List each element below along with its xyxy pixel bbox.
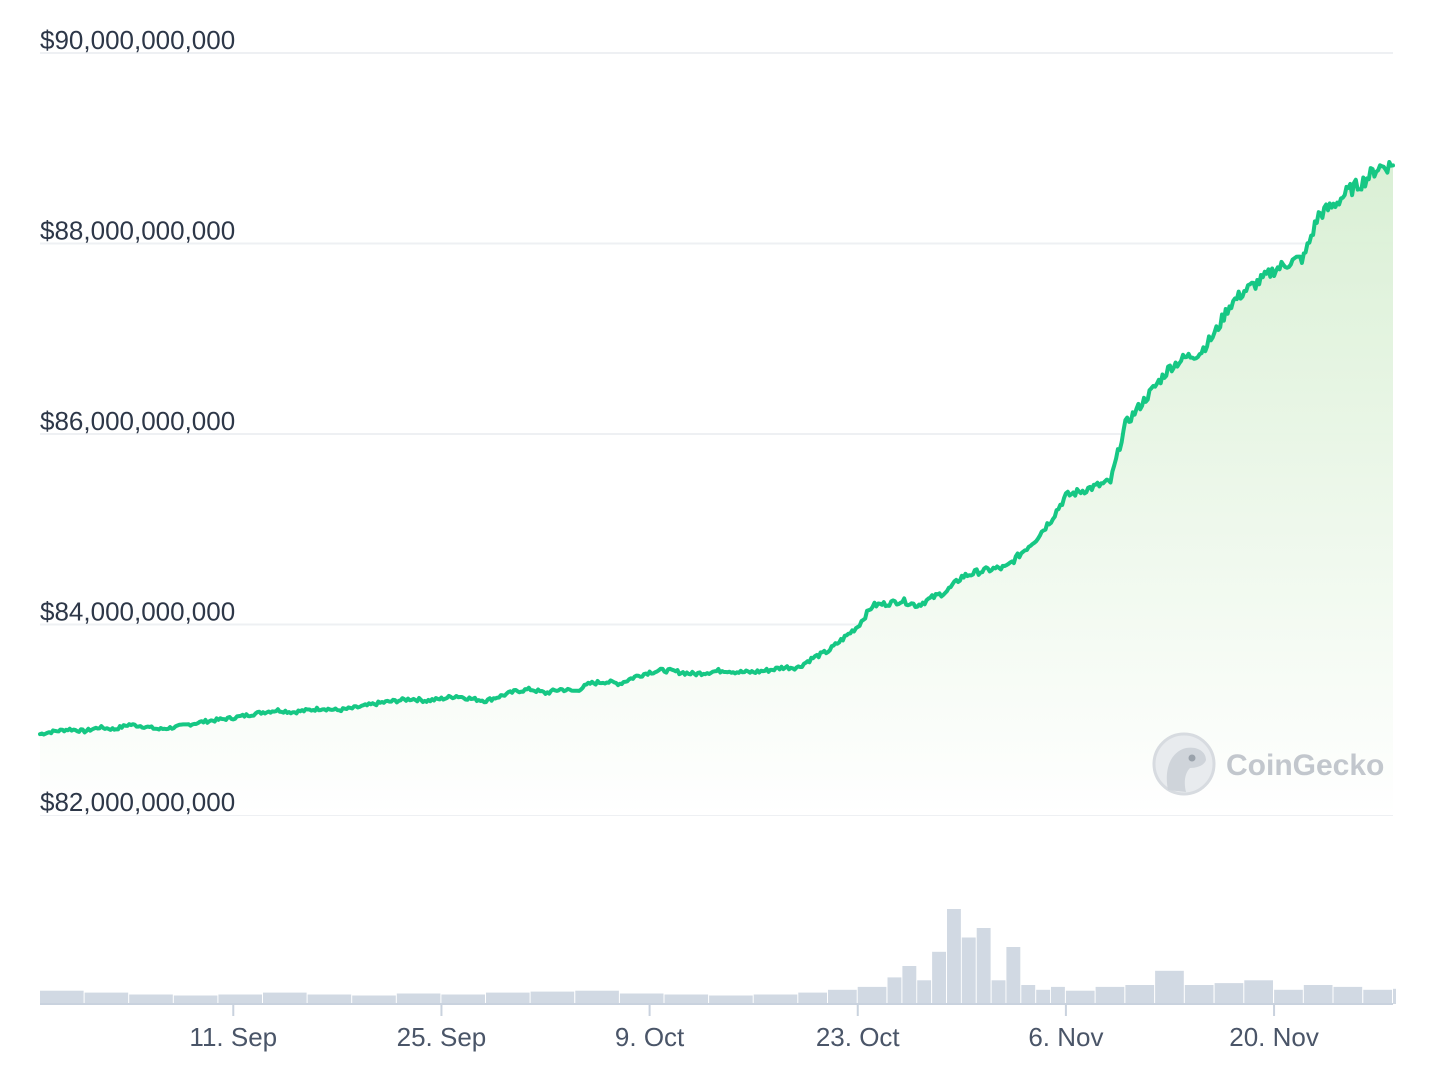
volume-bar xyxy=(575,990,619,1004)
volume-bar xyxy=(40,990,84,1004)
y-tick-label: $90,000,000,000 xyxy=(40,25,235,55)
volume-bar xyxy=(1125,985,1155,1004)
volume-bar xyxy=(961,937,976,1004)
volume-bar xyxy=(1006,947,1021,1004)
volume-bar xyxy=(753,994,798,1004)
volume-bar xyxy=(991,980,1006,1005)
y-tick-label: $84,000,000,000 xyxy=(40,597,235,627)
volume-bar xyxy=(1065,990,1095,1004)
volume-bar xyxy=(352,995,396,1004)
volume-bar xyxy=(396,993,441,1004)
price-series-line xyxy=(38,160,1395,737)
volume-bar xyxy=(1363,989,1392,1005)
volume-bar xyxy=(1051,986,1065,1004)
x-tick-label: 6. Nov xyxy=(1028,1022,1103,1052)
volume-bar xyxy=(1021,985,1036,1004)
x-tick-label: 23. Oct xyxy=(816,1022,901,1052)
volume-bar xyxy=(263,992,307,1004)
x-tick-label: 25. Sep xyxy=(397,1022,487,1052)
watermark-text: CoinGecko xyxy=(1226,749,1384,782)
volume-bar xyxy=(976,928,991,1004)
x-tick-label: 9. Oct xyxy=(615,1022,685,1052)
volume-bar xyxy=(1244,980,1273,1005)
volume-bar xyxy=(173,995,218,1004)
x-tick-label: 20. Nov xyxy=(1229,1022,1319,1052)
volume-bar xyxy=(932,951,946,1005)
volume-bar xyxy=(486,992,530,1004)
volume-bar xyxy=(664,994,709,1004)
y-tick-label: $86,000,000,000 xyxy=(40,406,235,436)
y-axis-labels: $90,000,000,000 $88,000,000,000 $86,000,00… xyxy=(40,25,235,817)
volume-bar xyxy=(709,995,753,1004)
volume-bar xyxy=(828,989,857,1005)
y-tick-label: $88,000,000,000 xyxy=(40,216,235,246)
volume-bar xyxy=(1036,989,1051,1005)
volume-bar xyxy=(1333,986,1363,1004)
volume-bar xyxy=(887,977,902,1004)
volume-bar xyxy=(857,986,887,1004)
volume-bar xyxy=(1274,989,1303,1005)
volume-bar xyxy=(619,993,664,1004)
volume-bar xyxy=(917,980,932,1005)
volume-bar xyxy=(84,992,129,1004)
price-area-fill xyxy=(40,162,1393,815)
price-line xyxy=(38,160,1395,737)
coingecko-watermark: CoinGecko xyxy=(1152,732,1384,796)
x-tick-label: 11. Sep xyxy=(189,1022,277,1052)
volume-bar xyxy=(129,994,173,1004)
coingecko-gecko-logo-icon xyxy=(1152,732,1216,796)
volume-bar xyxy=(441,994,485,1004)
y-tick-label: $82,000,000,000 xyxy=(40,787,235,817)
volume-bars xyxy=(40,909,1396,1005)
volume-bar xyxy=(218,994,262,1004)
volume-bar xyxy=(947,909,961,1004)
volume-bar xyxy=(530,991,575,1004)
volume-bar xyxy=(1155,970,1184,1005)
volume-bar xyxy=(1214,983,1244,1004)
volume-bar xyxy=(307,994,352,1004)
volume-bar xyxy=(798,992,827,1004)
volume-bar xyxy=(1393,988,1396,1004)
volume-bar xyxy=(1184,985,1214,1004)
volume-bar xyxy=(1303,985,1333,1004)
volume-bar xyxy=(1095,986,1125,1004)
price-area xyxy=(40,162,1393,815)
x-axis-labels: 11. Sep 25. Sep 9. Oct 23. Oct 6. Nov 20. Nov xyxy=(189,1004,1319,1052)
volume-bar xyxy=(902,966,917,1004)
